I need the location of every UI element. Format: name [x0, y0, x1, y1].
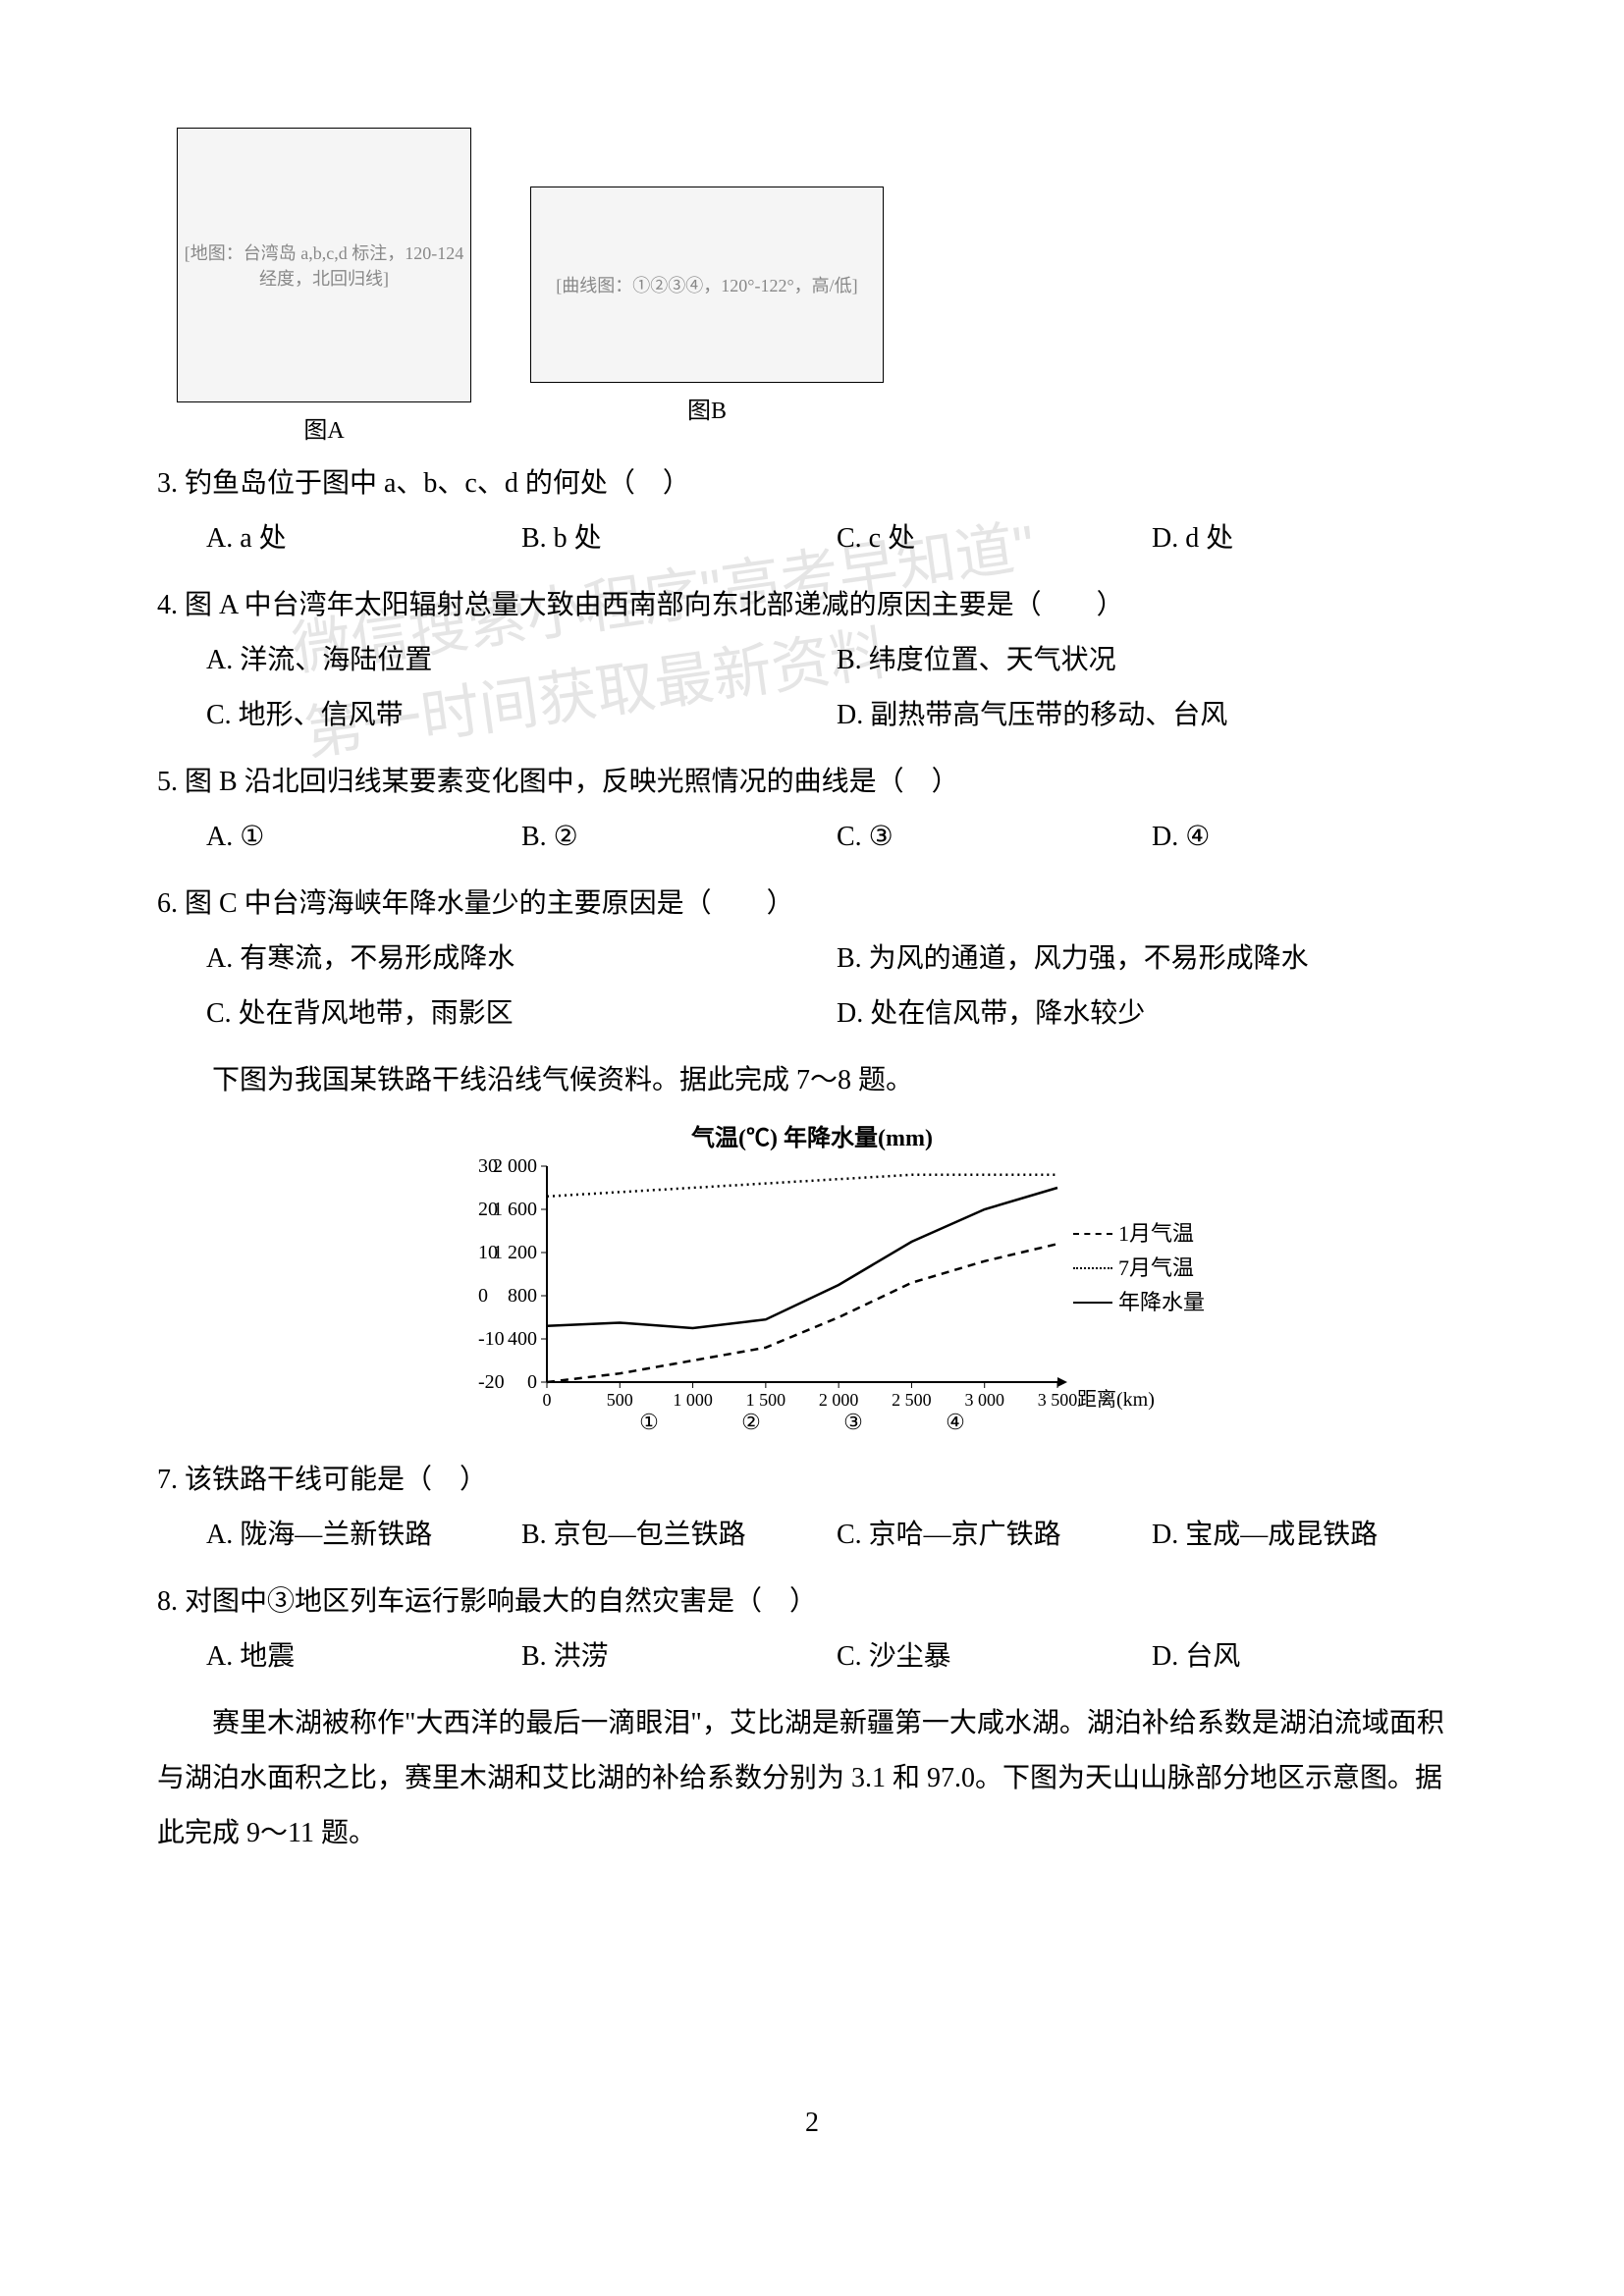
question-8: 8. 对图中③地区列车运行影响最大的自然灾害是（ ） A. 地震 B. 洪涝 C… [157, 1575, 1467, 1684]
q6-opt-b: B. 为风的通道，风力强，不易形成降水 [837, 932, 1467, 987]
svg-text:②: ② [741, 1410, 761, 1434]
svg-text:2 500: 2 500 [892, 1390, 932, 1410]
svg-text:3 500: 3 500 [1038, 1390, 1078, 1410]
q3-options: A. a 处 B. b 处 C. c 处 D. d 处 [206, 511, 1467, 566]
figure-b-label: 图B [530, 391, 884, 425]
q5-opt-a: A. ① [206, 810, 521, 865]
svg-text:1 200: 1 200 [493, 1242, 537, 1263]
q8-options: A. 地震 B. 洪涝 C. 沙尘暴 D. 台风 [206, 1629, 1467, 1684]
svg-text:0: 0 [543, 1390, 552, 1410]
chart-title: 气温(℃) 年降水量(mm) [429, 1118, 1195, 1152]
svg-text:800: 800 [508, 1285, 537, 1307]
question-5: 5. 图 B 沿北回归线某要素变化图中，反映光照情况的曲线是（ ） A. ① B… [157, 755, 1467, 865]
svg-text:④: ④ [946, 1410, 965, 1434]
svg-text:-20: -20 [478, 1371, 505, 1393]
intro-78: 下图为我国某铁路干线沿线气候资料。据此完成 7～8 题。 [157, 1053, 1467, 1108]
q7-text: 7. 该铁路干线可能是（ ） [157, 1453, 1467, 1508]
question-6: 6. 图 C 中台湾海峡年降水量少的主要原因是（ ） A. 有寒流，不易形成降水… [157, 877, 1467, 1041]
q8-opt-b: B. 洪涝 [521, 1629, 837, 1684]
q6-options-row2: C. 处在背风地带，雨影区 D. 处在信风带，降水较少 [206, 987, 1467, 1041]
q8-opt-c: C. 沙尘暴 [837, 1629, 1152, 1684]
svg-text:1 600: 1 600 [493, 1199, 537, 1220]
svg-text:0: 0 [478, 1285, 488, 1307]
q5-opt-d: D. ④ [1152, 810, 1467, 865]
q6-options-row1: A. 有寒流，不易形成降水 B. 为风的通道，风力强，不易形成降水 [206, 932, 1467, 987]
q3-opt-b: B. b 处 [521, 511, 837, 566]
figure-a-desc: [地图：台湾岛 a,b,c,d 标注，120-124经度，北回归线] [178, 240, 470, 291]
svg-text:400: 400 [508, 1328, 537, 1350]
legend-jul-label: 7月气温 [1118, 1251, 1194, 1285]
figure-b-desc: [曲线图：①②③④，120°-122°，高/低] [556, 272, 857, 297]
q6-opt-c: C. 处在背风地带，雨影区 [206, 987, 837, 1041]
q7-opt-b: B. 京包—包兰铁路 [521, 1508, 837, 1563]
figure-b-box: [曲线图：①②③④，120°-122°，高/低] 图B [530, 128, 884, 445]
svg-text:2 000: 2 000 [819, 1390, 859, 1410]
paragraph-911: 赛里木湖被称作"大西洋的最后一滴眼泪"，艾比湖是新疆第一大咸水湖。湖泊补给系数是… [157, 1696, 1467, 1861]
figure-b-placeholder: [曲线图：①②③④，120°-122°，高/低] [530, 187, 884, 383]
climate-chart: 气温(℃) 年降水量(mm) -200-104000800101 200201 … [429, 1118, 1195, 1441]
q5-text: 5. 图 B 沿北回归线某要素变化图中，反映光照情况的曲线是（ ） [157, 755, 1467, 810]
q6-opt-a: A. 有寒流，不易形成降水 [206, 932, 837, 987]
q5-opt-c: C. ③ [837, 810, 1152, 865]
q4-text: 4. 图 A 中台湾年太阳辐射总量大致由西南部向东北部递减的原因主要是（ ） [157, 578, 1467, 633]
q4-opt-c: C. 地形、信风带 [206, 688, 837, 743]
figure-a-placeholder: [地图：台湾岛 a,b,c,d 标注，120-124经度，北回归线] [177, 128, 471, 402]
svg-text:500: 500 [607, 1390, 633, 1410]
page-number: 2 [0, 2108, 1624, 2139]
legend-jan-label: 1月气温 [1118, 1216, 1194, 1251]
question-7: 7. 该铁路干线可能是（ ） A. 陇海—兰新铁路 B. 京包—包兰铁路 C. … [157, 1453, 1467, 1563]
figure-a-label: 图A [177, 410, 471, 445]
figure-a-box: [地图：台湾岛 a,b,c,d 标注，120-124经度，北回归线] 图A [177, 128, 471, 445]
q3-text: 3. 钓鱼岛位于图中 a、b、c、d 的何处（ ） [157, 456, 1467, 511]
svg-text:2 000: 2 000 [493, 1156, 537, 1177]
chart-legend: 1月气温 7月气温 年降水量 [1073, 1216, 1205, 1320]
legend-precip: 年降水量 [1073, 1285, 1205, 1319]
legend-precip-label: 年降水量 [1118, 1285, 1205, 1319]
q3-opt-a: A. a 处 [206, 511, 521, 566]
q4-opt-a: A. 洋流、海陆位置 [206, 633, 837, 688]
q5-opt-b: B. ② [521, 810, 837, 865]
legend-jul: 7月气温 [1073, 1251, 1205, 1285]
figures-row: [地图：台湾岛 a,b,c,d 标注，120-124经度，北回归线] 图A [曲… [177, 128, 1467, 445]
svg-text:距离(km): 距离(km) [1077, 1388, 1155, 1411]
legend-jan: 1月气温 [1073, 1216, 1205, 1251]
svg-text:3 000: 3 000 [964, 1390, 1004, 1410]
q4-options-row1: A. 洋流、海陆位置 B. 纬度位置、天气状况 [206, 633, 1467, 688]
q5-options: A. ① B. ② C. ③ D. ④ [206, 810, 1467, 865]
svg-text:-10: -10 [478, 1328, 505, 1350]
q7-opt-a: A. 陇海—兰新铁路 [206, 1508, 521, 1563]
q4-options-row2: C. 地形、信风带 D. 副热带高气压带的移动、台风 [206, 688, 1467, 743]
q8-opt-a: A. 地震 [206, 1629, 521, 1684]
q7-opt-d: D. 宝成—成昆铁路 [1152, 1508, 1467, 1563]
question-4: 4. 图 A 中台湾年太阳辐射总量大致由西南部向东北部递减的原因主要是（ ） A… [157, 578, 1467, 743]
q7-options: A. 陇海—兰新铁路 B. 京包—包兰铁路 C. 京哈—京广铁路 D. 宝成—成… [206, 1508, 1467, 1563]
q6-text: 6. 图 C 中台湾海峡年降水量少的主要原因是（ ） [157, 877, 1467, 932]
q3-opt-d: D. d 处 [1152, 511, 1467, 566]
q8-opt-d: D. 台风 [1152, 1629, 1467, 1684]
q6-opt-d: D. 处在信风带，降水较少 [837, 987, 1467, 1041]
q3-opt-c: C. c 处 [837, 511, 1152, 566]
svg-text:③: ③ [843, 1410, 863, 1434]
svg-text:1 000: 1 000 [673, 1390, 713, 1410]
q7-opt-c: C. 京哈—京广铁路 [837, 1508, 1152, 1563]
q4-opt-d: D. 副热带高气压带的移动、台风 [837, 688, 1467, 743]
svg-text:①: ① [639, 1410, 659, 1434]
svg-text:1 500: 1 500 [746, 1390, 786, 1410]
q8-text: 8. 对图中③地区列车运行影响最大的自然灾害是（ ） [157, 1575, 1467, 1629]
question-3: 3. 钓鱼岛位于图中 a、b、c、d 的何处（ ） A. a 处 B. b 处 … [157, 456, 1467, 566]
q4-opt-b: B. 纬度位置、天气状况 [837, 633, 1467, 688]
svg-text:0: 0 [527, 1371, 537, 1393]
